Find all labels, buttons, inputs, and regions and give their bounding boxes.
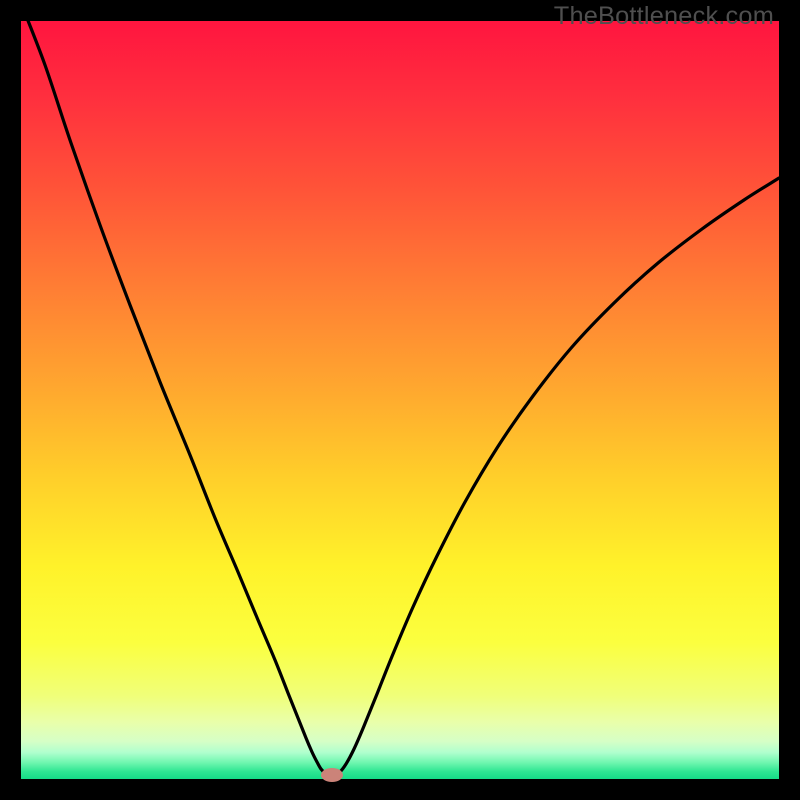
watermark: TheBottleneck.com [554, 2, 774, 31]
optimal-point-marker [321, 768, 343, 782]
v-curve [0, 0, 800, 800]
chart-plot-area [21, 21, 779, 779]
